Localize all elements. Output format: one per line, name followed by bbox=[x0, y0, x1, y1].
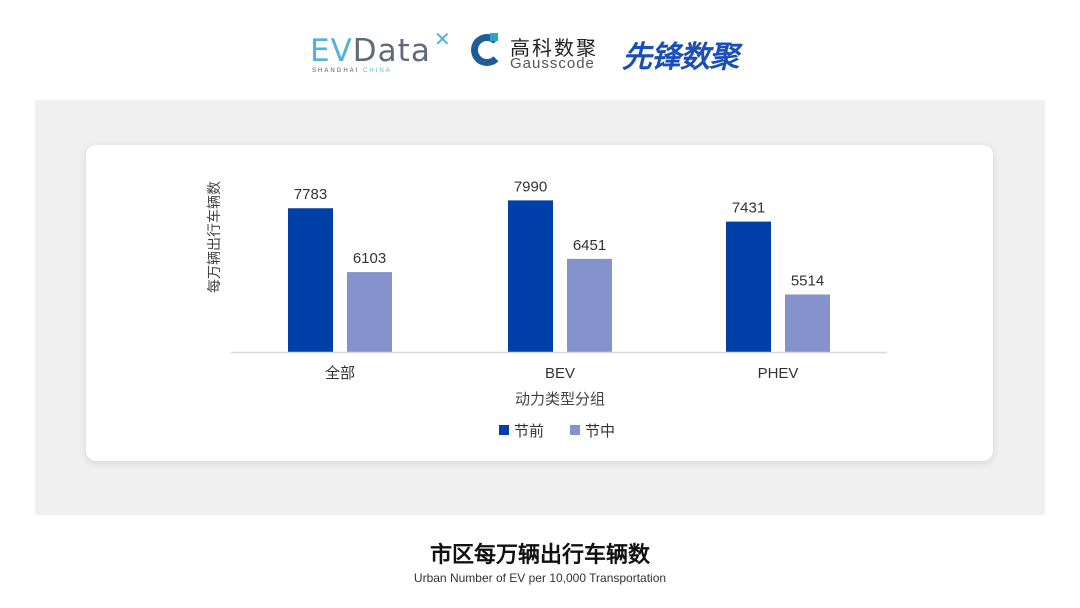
logo-bar: EVData ✕ SHANGHAI CHINA 高科数聚 Gausscode 先… bbox=[0, 25, 1080, 75]
legend-label: 节前 bbox=[514, 422, 544, 440]
bar-BEV-节前 bbox=[508, 200, 553, 352]
bar-全部-节中 bbox=[347, 272, 392, 352]
data-label: 6103 bbox=[353, 250, 386, 267]
legend-label: 节中 bbox=[585, 422, 615, 440]
page-subtitle: Urban Number of EV per 10,000 Transporta… bbox=[413, 571, 667, 585]
x-axis-title: 动力类型分组 bbox=[515, 390, 605, 408]
xianfeng-logo: 先锋数聚 bbox=[622, 41, 739, 74]
evdata-sub: SHANGHAI CHINA bbox=[312, 68, 392, 74]
data-label: 7783 bbox=[294, 186, 327, 203]
data-label: 6451 bbox=[573, 237, 606, 254]
bar-PHEV-节中 bbox=[785, 294, 830, 352]
data-label: 7431 bbox=[732, 200, 765, 217]
page-title: 市区每万辆出行车辆数 bbox=[429, 542, 650, 567]
x-tick-label: PHEV bbox=[758, 365, 799, 382]
gausscode-cn: 高科数聚 bbox=[510, 38, 598, 60]
legend-swatch-节中 bbox=[570, 425, 580, 435]
bar-PHEV-节前 bbox=[726, 221, 771, 352]
gausscode-icon bbox=[471, 34, 503, 66]
gausscode-en: Gausscode bbox=[510, 55, 595, 72]
bar-全部-节前 bbox=[288, 208, 333, 352]
legend-swatch-节前 bbox=[499, 425, 509, 435]
gausscode-square-icon bbox=[490, 33, 498, 41]
x-tick-label: BEV bbox=[545, 365, 575, 382]
bar-BEV-节中 bbox=[567, 258, 612, 352]
evdata-x-icon: ✕ bbox=[434, 29, 451, 51]
x-tick-label: 全部 bbox=[325, 364, 355, 382]
data-label: 7990 bbox=[514, 178, 547, 195]
data-label: 5514 bbox=[791, 272, 824, 289]
y-axis-title: 每万辆出行车辆数 bbox=[206, 181, 223, 293]
evdata-logo: EVData bbox=[310, 33, 431, 69]
